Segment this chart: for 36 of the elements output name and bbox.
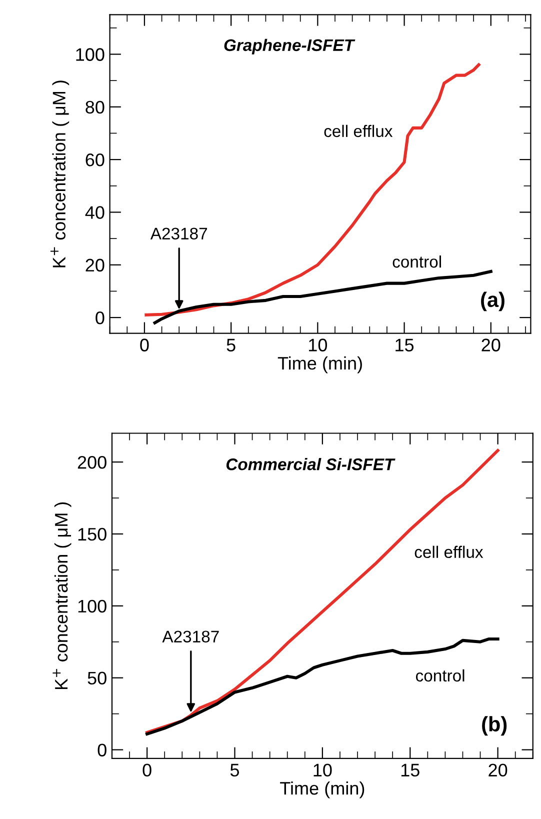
x-tick-label: 20 xyxy=(488,764,508,777)
annotation: (a) xyxy=(481,292,504,312)
y-tick-label: 0 xyxy=(96,311,104,324)
series-label: cell efflux xyxy=(324,124,393,138)
series-label: control xyxy=(416,669,464,682)
y-axis-title: K$^{+}$ concentration ( μM ) xyxy=(52,502,72,690)
line-series xyxy=(144,63,480,316)
y-axis-title: K$^{+}$ concentration ( μM ) xyxy=(50,80,70,268)
series-label: cell efflux xyxy=(414,546,484,558)
y-tick-label: 60 xyxy=(86,153,104,166)
text: Graphene-ISFET xyxy=(224,38,356,54)
x-axis-title: Time (min) xyxy=(280,781,364,798)
annotation: (b) xyxy=(482,716,507,736)
text: Commercial Si-ISFET xyxy=(226,458,396,470)
annotation: A23187 xyxy=(150,228,208,240)
y-tick-label: 50 xyxy=(88,672,106,685)
x-tick-label: 20 xyxy=(482,338,500,352)
y-tick-label: 40 xyxy=(85,206,104,219)
y-tick-label: 20 xyxy=(86,258,104,272)
annotation: A23187 xyxy=(162,630,219,642)
x-tick-label: 5 xyxy=(226,338,236,352)
series-label: control xyxy=(392,255,441,268)
x-tick-label: 10 xyxy=(309,338,328,352)
x-tick-label: 0 xyxy=(140,338,149,352)
x-tick-label: 15 xyxy=(396,338,414,352)
x-tick-label: 5 xyxy=(230,764,240,777)
x-tick-label: 10 xyxy=(314,764,332,777)
y-tick-label: 0 xyxy=(98,744,106,756)
y-tick-label: 150 xyxy=(78,528,106,541)
x-tick-label: 0 xyxy=(142,764,152,777)
y-tick-label: 100 xyxy=(78,600,106,613)
y-tick-label: 200 xyxy=(78,456,106,469)
x-axis-title: Time (min) xyxy=(278,356,362,374)
y-tick-label: 100 xyxy=(76,48,104,61)
x-tick-label: 15 xyxy=(401,764,420,777)
y-tick-label: 80 xyxy=(86,100,104,114)
